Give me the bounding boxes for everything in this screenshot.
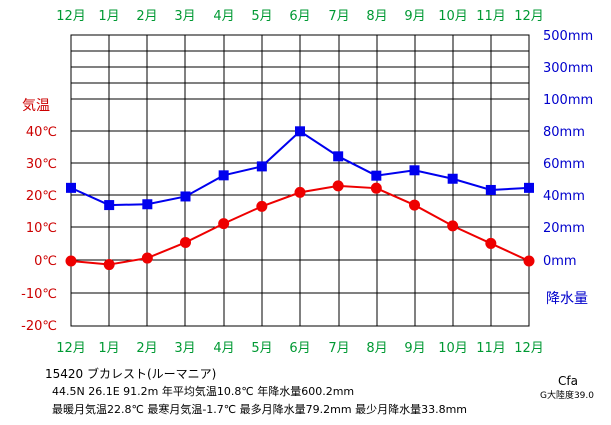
temperature-tick-label: 0℃: [34, 254, 57, 269]
top-month-label: 7月: [328, 9, 349, 24]
precipitation-tick-label: 0mm: [543, 254, 577, 269]
temperature-point: [65, 255, 77, 267]
precipitation-tick-label: 300mm: [543, 61, 593, 76]
bottom-month-label: 9月: [404, 341, 425, 356]
station-summary: 44.5N 26.1E 91.2m 年平均気温10.8℃ 年降水量600.2mm: [52, 384, 354, 398]
temperature-point: [447, 220, 459, 232]
precipitation-point: [485, 184, 496, 195]
precipitation-point: [256, 161, 267, 172]
precipitation-point: [333, 151, 344, 162]
bottom-month-label: 8月: [366, 341, 387, 356]
temperature-tick-label: 20℃: [26, 189, 57, 204]
precipitation-point: [142, 199, 153, 210]
bottom-month-label: 3月: [174, 341, 195, 356]
top-month-label: 3月: [174, 9, 195, 24]
bottom-month-label: 12月: [514, 341, 544, 356]
precipitation-tick-label: 80mm: [543, 125, 585, 140]
temperature-point: [256, 200, 268, 212]
precipitation-tick-label: 20mm: [543, 221, 585, 236]
temperature-tick-label: 10℃: [26, 221, 57, 236]
precipitation-axis: 500mm 300mm 100mm 80mm 60mm 40mm 20mm 0m…: [543, 29, 593, 307]
top-month-label: 12月: [514, 9, 544, 24]
temperature-axis-title: 気温: [22, 98, 50, 114]
bottom-month-label: 10月: [438, 341, 468, 356]
precipitation-point: [409, 165, 420, 176]
precipitation-point: [104, 200, 115, 211]
top-month-label: 9月: [404, 9, 425, 24]
temperature-tick-label: 40℃: [26, 125, 57, 140]
precipitation-point: [295, 126, 305, 137]
top-month-label: 12月: [56, 9, 86, 24]
temperature-point: [218, 218, 230, 230]
precipitation-point: [371, 170, 382, 181]
top-month-labels: 12月 1月 2月 3月 4月 5月 6月 7月 8月 9月 10月 11月 1…: [56, 9, 544, 24]
bottom-month-label: 5月: [251, 341, 272, 356]
precipitation-point: [218, 170, 229, 181]
top-month-label: 1月: [98, 9, 119, 24]
temperature-point: [332, 180, 344, 192]
continentality-index: G大陸度39.0: [540, 389, 594, 401]
precipitation-series: [66, 126, 534, 211]
temperature-tick-label: -20℃: [21, 319, 57, 334]
bottom-month-label: 12月: [56, 341, 86, 356]
station-name: 15420 ブカレスト(ルーマニア): [45, 366, 216, 381]
temperature-point: [180, 236, 191, 248]
temperature-point: [485, 237, 497, 249]
top-month-label: 5月: [251, 9, 272, 24]
precipitation-axis-title: 降水量: [546, 291, 588, 307]
bottom-month-label: 2月: [136, 341, 157, 356]
precipitation-tick-label: 100mm: [543, 93, 593, 108]
top-month-label: 10月: [438, 9, 468, 24]
temperature-point: [141, 252, 153, 264]
station-extremes: 最暖月気温22.8℃ 最寒月気温-1.7℃ 最多月降水量79.2mm 最少月降水…: [52, 402, 467, 416]
precipitation-point: [524, 182, 534, 193]
top-month-label: 8月: [366, 9, 387, 24]
temperature-series: [65, 180, 535, 271]
precipitation-tick-label: 500mm: [543, 29, 593, 44]
bottom-month-label: 6月: [289, 341, 310, 356]
bottom-month-labels: 12月 1月 2月 3月 4月 5月 6月 7月 8月 9月 10月 11月 1…: [56, 341, 544, 356]
temperature-point: [103, 259, 115, 271]
bottom-month-label: 11月: [476, 341, 506, 356]
bottom-month-label: 1月: [98, 341, 119, 356]
top-month-label: 2月: [136, 9, 157, 24]
temperature-point: [409, 199, 420, 211]
precipitation-tick-label: 40mm: [543, 189, 585, 204]
temperature-point: [294, 186, 306, 198]
climate-code: Cfa: [558, 374, 578, 388]
temperature-tick-label: 30℃: [26, 157, 57, 172]
station-info: 15420 ブカレスト(ルーマニア) 44.5N 26.1E 91.2m 年平均…: [45, 366, 594, 416]
top-month-label: 4月: [213, 9, 234, 24]
precipitation-point: [66, 182, 76, 193]
precipitation-point: [180, 191, 191, 202]
temperature-point: [523, 255, 535, 267]
bottom-month-label: 7月: [328, 341, 349, 356]
temperature-tick-label: -10℃: [21, 287, 57, 302]
plot-frame: [70, 34, 530, 327]
bottom-month-label: 4月: [213, 341, 234, 356]
precipitation-tick-label: 60mm: [543, 157, 585, 172]
top-month-label: 6月: [289, 9, 310, 24]
top-month-label: 11月: [476, 9, 506, 24]
precipitation-point: [447, 173, 458, 184]
temperature-point: [370, 182, 382, 194]
temperature-axis: 気温 40℃ 30℃ 20℃ 10℃ 0℃ -10℃ -20℃: [21, 98, 57, 334]
